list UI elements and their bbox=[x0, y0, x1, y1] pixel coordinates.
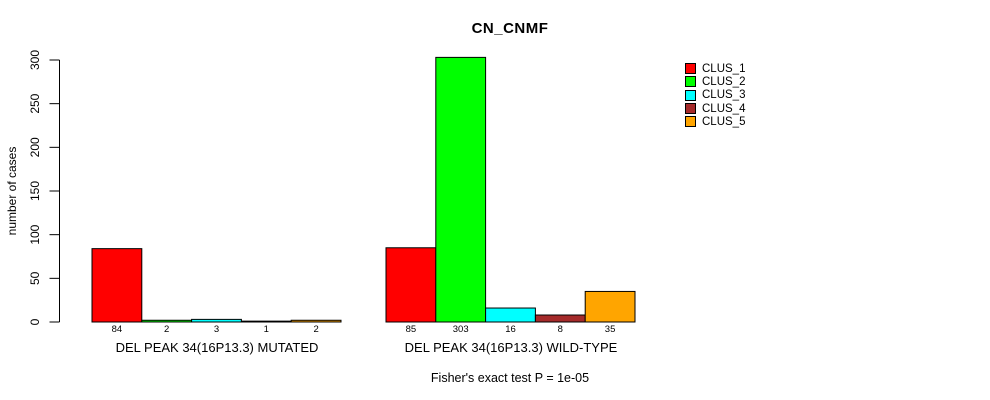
fisher-test-note: Fisher's exact test P = 1e-05 bbox=[430, 371, 590, 385]
bar bbox=[91, 248, 143, 323]
bar-value-label: 35 bbox=[605, 324, 616, 335]
legend-swatch bbox=[685, 116, 696, 128]
legend-label: CLUS_5 bbox=[702, 115, 746, 128]
legend-label: CLUS_2 bbox=[702, 75, 746, 88]
legend-label: CLUS_3 bbox=[702, 89, 746, 102]
bar bbox=[240, 320, 292, 323]
legend-swatch bbox=[685, 76, 696, 88]
group-label-mutated: DEL PEAK 34(16P13.3) MUTATED bbox=[115, 340, 319, 355]
bar-value-label: 2 bbox=[164, 324, 169, 335]
bar bbox=[385, 247, 437, 323]
y-axis-title: number of cases bbox=[5, 147, 19, 236]
bar bbox=[584, 290, 636, 323]
y-axis-tick-label: 50 bbox=[28, 271, 42, 285]
y-axis-tick-label: 0 bbox=[28, 318, 42, 325]
legend-item: CLUS_4 bbox=[685, 102, 745, 115]
bar bbox=[534, 314, 586, 323]
legend-label: CLUS_4 bbox=[702, 102, 746, 115]
group-label-wildtype: DEL PEAK 34(16P13.3) WILD-TYPE bbox=[404, 340, 618, 355]
legend-swatch bbox=[685, 89, 696, 101]
y-axis: 0 50 100 150 200 250 300 bbox=[28, 50, 60, 325]
bar-value-label: 16 bbox=[505, 324, 516, 335]
chart-title: CN_CNMF bbox=[471, 20, 549, 37]
bar bbox=[485, 307, 536, 323]
bar bbox=[191, 318, 242, 323]
bar bbox=[141, 319, 193, 323]
legend-item: CLUS_1 bbox=[685, 62, 745, 75]
bars: 84 2 3 1 2 85 303 16 8 35 bbox=[91, 56, 636, 335]
legend-swatch bbox=[685, 103, 696, 115]
y-axis-tick-label: 300 bbox=[28, 50, 42, 70]
bar-value-label: 85 bbox=[406, 324, 417, 335]
y-axis-tick-label: 200 bbox=[28, 137, 42, 157]
y-axis-tick-label: 250 bbox=[28, 93, 42, 113]
legend-label: CLUS_1 bbox=[702, 62, 746, 75]
bar-value-label: 84 bbox=[112, 324, 123, 335]
legend-item: CLUS_5 bbox=[685, 115, 745, 128]
legend-item: CLUS_3 bbox=[685, 89, 745, 102]
bar-value-label: 1 bbox=[264, 324, 269, 335]
bar-value-label: 3 bbox=[214, 324, 219, 335]
legend-item: CLUS_2 bbox=[685, 75, 745, 88]
y-axis-tick-label: 100 bbox=[28, 224, 42, 244]
bar-value-label: 8 bbox=[558, 324, 563, 335]
bar bbox=[435, 56, 487, 323]
bar-value-label: 2 bbox=[313, 324, 318, 335]
bar bbox=[290, 319, 342, 323]
bar-value-label: 303 bbox=[453, 324, 469, 335]
legend: CLUS_1 CLUS_2 CLUS_3 CLUS_4 CLUS_5 bbox=[685, 62, 745, 128]
legend-swatch bbox=[685, 63, 696, 75]
y-axis-tick-label: 150 bbox=[28, 181, 42, 201]
